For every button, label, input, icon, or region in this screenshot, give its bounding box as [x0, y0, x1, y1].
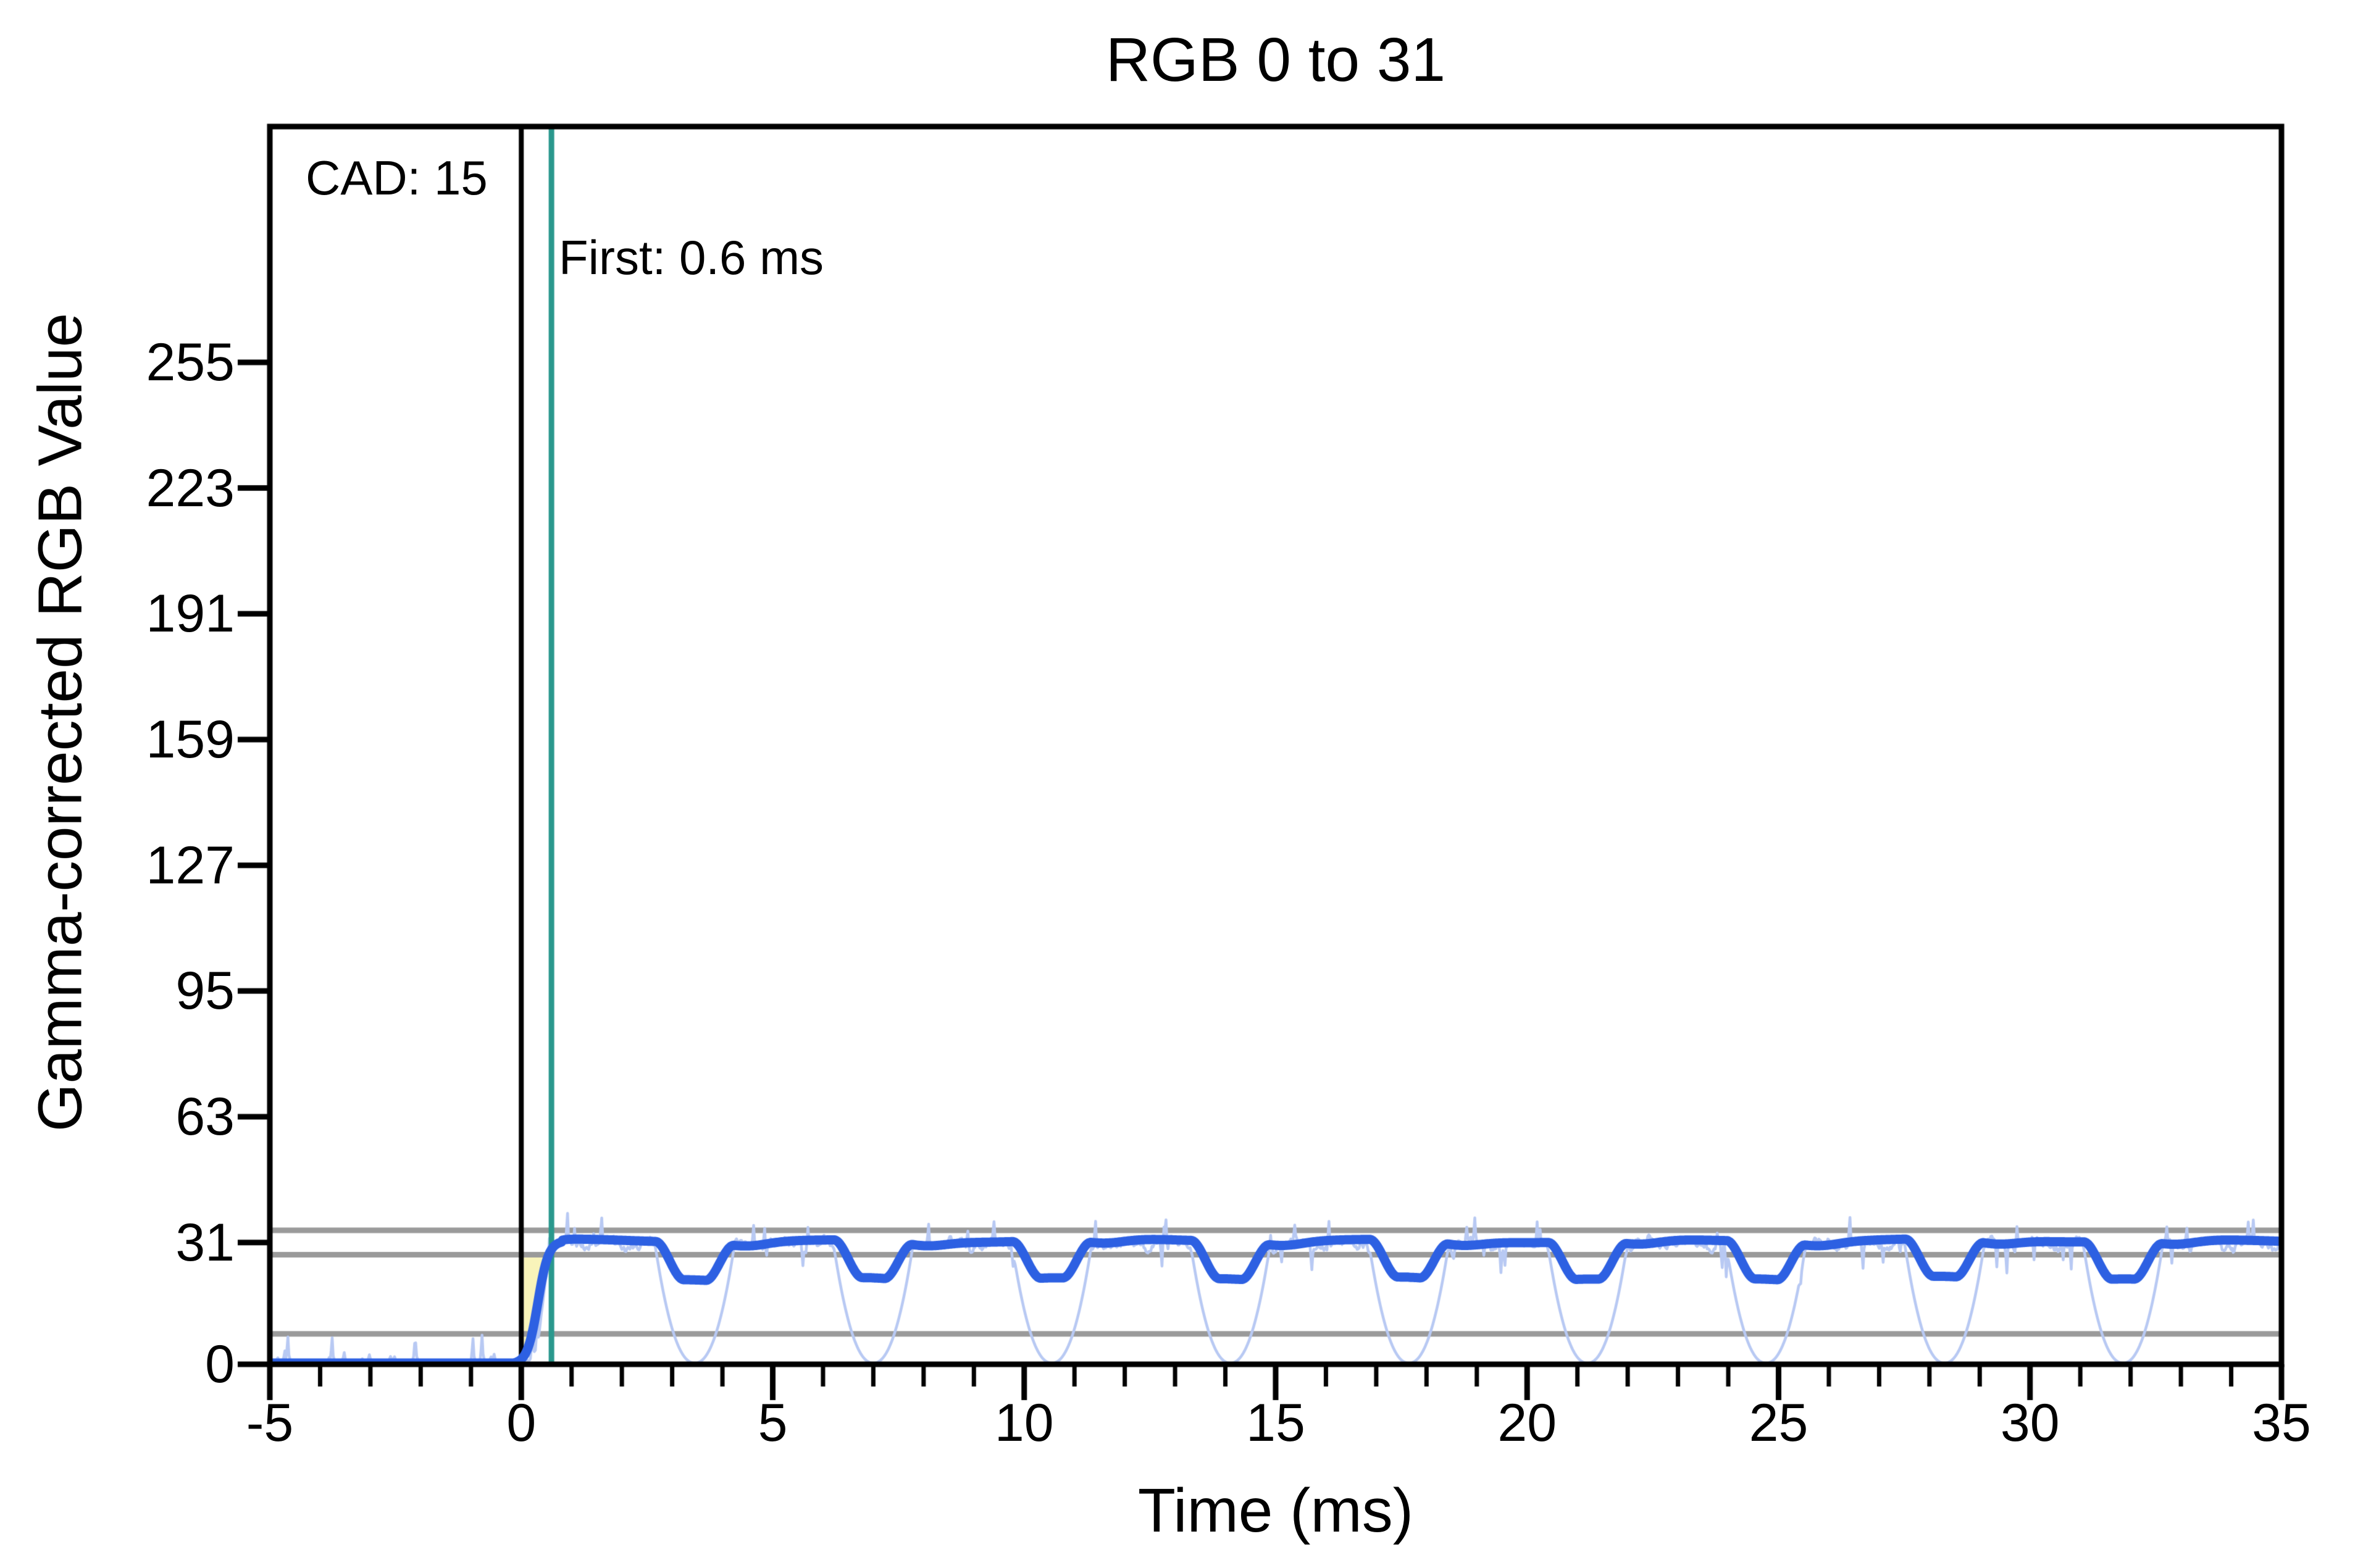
x-tick-label: 0	[506, 1393, 537, 1453]
x-tick-label: 20	[1497, 1393, 1557, 1453]
x-tick-label: 30	[2000, 1393, 2060, 1453]
y-tick-label: 223	[146, 458, 235, 518]
x-axis-label: Time (ms)	[1137, 1476, 1414, 1545]
y-tick-label: 127	[146, 835, 235, 895]
x-tick-label: 35	[2252, 1393, 2311, 1453]
y-tick-label: 95	[175, 961, 235, 1021]
x-tick-label: 15	[1246, 1393, 1305, 1453]
y-tick-label: 159	[146, 709, 235, 769]
x-tick-label: 10	[994, 1393, 1054, 1453]
y-tick-label: 0	[205, 1335, 235, 1394]
cad-annotation: CAD: 15	[306, 151, 488, 205]
first-response-annotation: First: 0.6 ms	[559, 230, 824, 285]
y-tick-label: 63	[175, 1087, 235, 1146]
y-tick-label: 191	[146, 584, 235, 644]
y-tick-label: 255	[146, 332, 235, 392]
x-tick-label: -5	[246, 1393, 294, 1453]
y-tick-label: 31	[175, 1212, 235, 1272]
x-tick-label: 25	[1749, 1393, 1809, 1453]
x-tick-label: 5	[758, 1393, 788, 1453]
chart-title: RGB 0 to 31	[1105, 25, 1446, 94]
